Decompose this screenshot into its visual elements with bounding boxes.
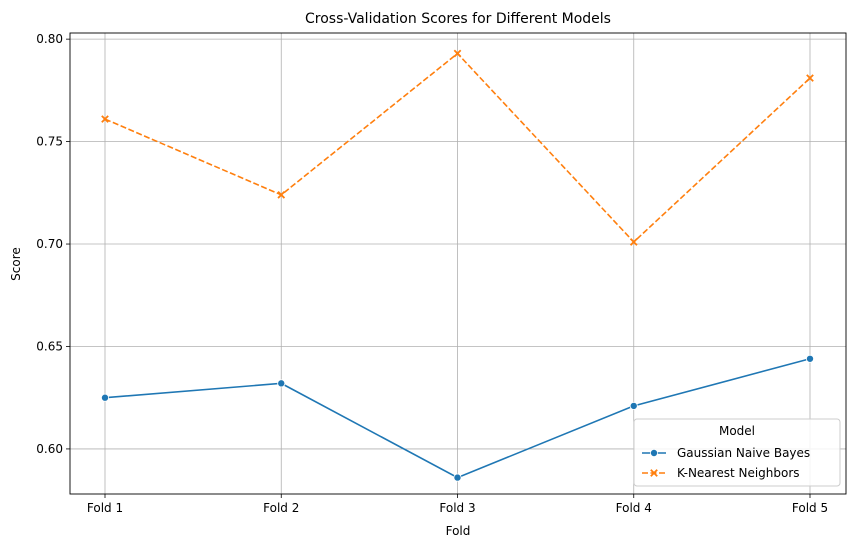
grid-lines	[70, 33, 846, 494]
y-tick-label: 0.60	[36, 442, 63, 456]
x-tick-label: Fold 5	[792, 501, 828, 515]
legend-marker	[650, 448, 659, 457]
y-tick-label: 0.65	[36, 339, 63, 353]
axes: Fold 1 Fold 2 Fold 3 Fold 4 Fold 5 0.60 0.65 0.…	[36, 32, 828, 515]
x-tick-label: Fold 4	[616, 501, 652, 515]
legend-label: K-Nearest Neighbors	[677, 466, 800, 480]
data-point	[101, 115, 109, 123]
data-point	[629, 401, 638, 410]
y-tick-label: 0.70	[36, 237, 63, 251]
legend-items: Gaussian Naive Bayes K-Nearest Neighbors	[642, 446, 810, 480]
legend-box	[633, 418, 841, 487]
x-axis-label: Fold	[446, 524, 471, 538]
y-axis-label: Score	[9, 247, 23, 281]
legend: Model Gaussian Naive Bayes K-Nearest Neig…	[633, 418, 841, 487]
data-point	[277, 379, 286, 388]
data-point-stroke	[277, 191, 286, 199]
x-tick-label: Fold 1	[87, 501, 123, 515]
legend-marker	[650, 469, 658, 477]
y-tick-label: 0.80	[36, 32, 63, 46]
data-point	[806, 354, 815, 363]
data-point	[806, 74, 814, 82]
legend-label: Gaussian Naive Bayes	[677, 446, 810, 460]
data-point	[101, 393, 110, 402]
x-tick-label: Fold 3	[439, 501, 475, 515]
plot-frame	[69, 32, 847, 495]
legend-title: Model	[719, 424, 755, 438]
data-point	[453, 49, 462, 58]
data-point	[277, 191, 286, 199]
chart-title: Cross-Validation Scores for Different Mo…	[305, 11, 611, 27]
data-point-stroke	[453, 49, 462, 58]
series-layer	[101, 49, 815, 482]
legend-marker-stroke	[650, 469, 658, 477]
data-point-stroke	[101, 115, 109, 123]
data-point	[629, 238, 638, 246]
y-tick-label: 0.75	[36, 135, 63, 149]
x-tick-label: Fold 2	[263, 501, 299, 515]
data-point	[453, 473, 462, 482]
data-point-stroke	[806, 74, 814, 82]
data-point-stroke	[629, 238, 638, 246]
